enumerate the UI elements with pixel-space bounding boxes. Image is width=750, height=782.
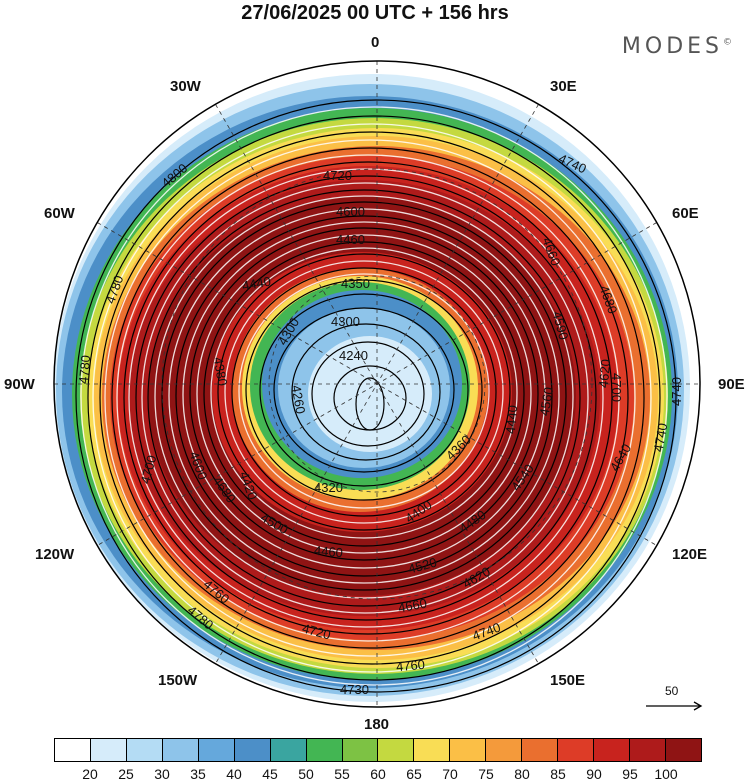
lon-label-120e: 120E xyxy=(672,546,708,563)
contour-label: 4620 xyxy=(595,358,614,389)
colorbar-tick-label: 70 xyxy=(442,766,458,782)
lon-label-120w: 120W xyxy=(35,546,75,563)
colorbar-swatch xyxy=(558,739,595,761)
colorbar-swatch xyxy=(378,739,415,761)
colorbar-tick-label: 95 xyxy=(622,766,638,782)
shade-ring-in-25 xyxy=(308,336,432,452)
brand-logo: MODES© xyxy=(622,34,732,59)
forecast-title: 27/06/2025 00 UTC + 156 hrs xyxy=(241,2,509,24)
colorbar-tick-label: 60 xyxy=(370,766,386,782)
colorbar-swatch xyxy=(126,739,163,761)
colorbar-tick-label: 30 xyxy=(154,766,170,782)
contour-label: 4460 xyxy=(313,542,344,561)
colorbar-tick-label: 20 xyxy=(82,766,98,782)
lon-label-60e: 60E xyxy=(672,205,699,222)
wind-scale-label: 50 xyxy=(665,684,679,698)
colorbar-tick-label: 40 xyxy=(226,766,242,782)
lon-label-60w: 60W xyxy=(44,205,75,222)
contour-label: 4740 xyxy=(668,377,684,406)
colorbar-swatch xyxy=(594,739,630,761)
colorbar-tick-label: 55 xyxy=(334,766,350,782)
lon-label-90e: 90E xyxy=(718,376,745,393)
colorbar-tick-label: 80 xyxy=(514,766,530,782)
colorbar-swatch xyxy=(665,739,701,761)
colorbar-swatch xyxy=(630,739,666,761)
lon-label-150w: 150W xyxy=(158,672,198,689)
lon-label-30w: 30W xyxy=(170,78,201,95)
colorbar-swatch xyxy=(162,739,199,761)
contour-label: 4780 xyxy=(75,354,94,385)
brand-name: MODES xyxy=(621,34,723,59)
colorbar-tick-label: 25 xyxy=(118,766,134,782)
colorbar-tick-label: 50 xyxy=(298,766,314,782)
colorbar-swatch xyxy=(55,739,91,761)
colorbar-tick-label: 100 xyxy=(654,766,678,782)
lon-label-0: 0 xyxy=(371,34,380,51)
map-boundary xyxy=(53,60,701,708)
contour-label: 4760 xyxy=(395,656,426,675)
colorbar-swatch xyxy=(342,739,379,761)
contour-label: 4730 xyxy=(340,682,369,697)
contour-label: 4460 xyxy=(336,232,365,247)
lon-label-180: 180 xyxy=(364,716,390,733)
lon-label-150e: 150E xyxy=(550,672,586,689)
contour-label: 4350 xyxy=(341,276,370,291)
wind-scale-arrow-icon xyxy=(646,701,703,711)
colorbar-swatch xyxy=(414,739,451,761)
colorbar-tick-label: 35 xyxy=(190,766,206,782)
contour-label: 4600 xyxy=(336,204,365,219)
colorbar-labels: 20 25 30 35 40 45 50 55 60 65 70 75 80 85 90 95 100 xyxy=(54,766,702,782)
colorbar xyxy=(54,738,702,762)
contour-label: 4440 xyxy=(502,404,521,435)
colorbar-tick-label: 65 xyxy=(406,766,422,782)
lon-label-30e: 30E xyxy=(550,78,577,95)
lon-label-90w: 90W xyxy=(4,376,35,393)
contour-label: 4720 xyxy=(323,168,352,183)
colorbar-swatch xyxy=(234,739,271,761)
contour-label: 4240 xyxy=(339,348,368,363)
colorbar-tick-label: 45 xyxy=(262,766,278,782)
colorbar-swatch xyxy=(198,739,235,761)
colorbar-swatch xyxy=(90,739,127,761)
contour-label: 4300 xyxy=(331,314,360,329)
copyright-mark: © xyxy=(723,37,732,48)
colorbar-tick-label: 90 xyxy=(586,766,602,782)
colorbar-tick-label: 75 xyxy=(478,766,494,782)
colorbar-swatch xyxy=(522,739,559,761)
colorbar-swatch xyxy=(450,739,487,761)
colorbar-swatch xyxy=(270,739,307,761)
contour-label: 4320 xyxy=(314,480,343,495)
colorbar-swatch xyxy=(306,739,343,761)
colorbar-tick-label: 85 xyxy=(550,766,566,782)
colorbar-swatch xyxy=(486,739,523,761)
